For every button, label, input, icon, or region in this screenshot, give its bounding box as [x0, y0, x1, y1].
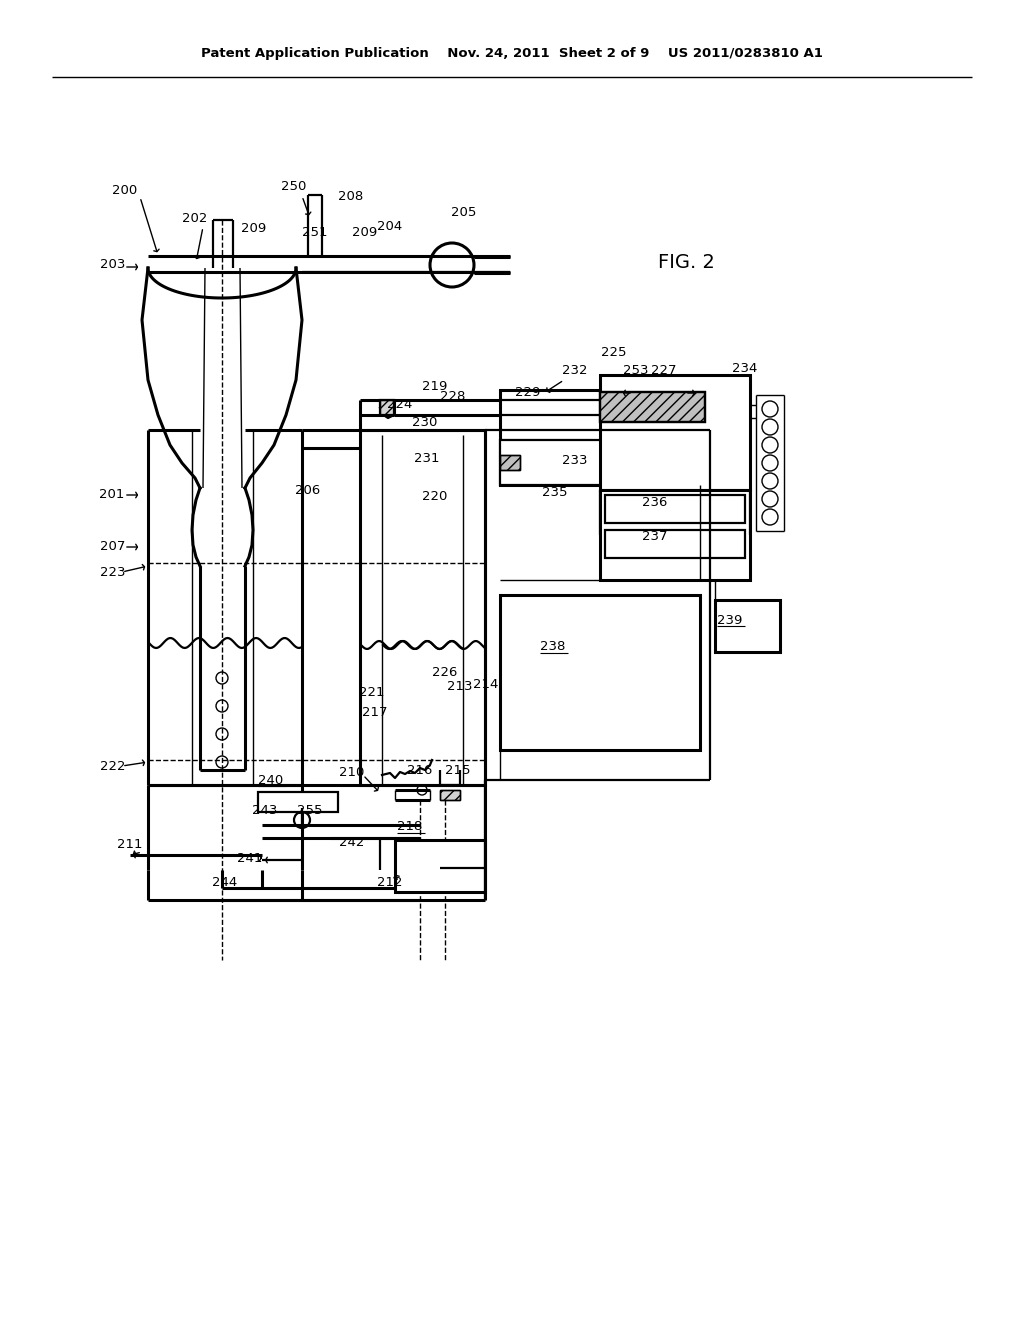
Text: 210: 210 [339, 767, 365, 780]
Text: 200: 200 [113, 183, 137, 197]
Bar [605, 531, 745, 558]
Text: 213: 213 [447, 680, 473, 693]
Text: 216: 216 [408, 763, 433, 776]
Text: 229: 229 [515, 387, 541, 400]
Bar [500, 455, 520, 470]
Bar [440, 789, 460, 800]
Text: 215: 215 [445, 763, 471, 776]
Text: 211: 211 [118, 838, 142, 851]
Bar [600, 392, 705, 422]
Text: 205: 205 [452, 206, 477, 219]
Text: 237: 237 [642, 531, 668, 544]
Text: 243: 243 [252, 804, 278, 817]
Text: 217: 217 [362, 705, 388, 718]
Text: Patent Application Publication    Nov. 24, 2011  Sheet 2 of 9    US 2011/0283810: Patent Application Publication Nov. 24, … [201, 48, 823, 61]
Text: 233: 233 [562, 454, 588, 466]
Text: 202: 202 [182, 211, 208, 224]
Text: 235: 235 [543, 486, 567, 499]
Text: 251: 251 [302, 226, 328, 239]
Bar [605, 495, 745, 523]
Text: 204: 204 [378, 219, 402, 232]
Text: 218: 218 [397, 821, 422, 833]
Text: 231: 231 [415, 451, 439, 465]
Text: 255: 255 [297, 804, 323, 817]
Text: 220: 220 [422, 490, 447, 503]
Text: 221: 221 [359, 685, 385, 698]
Bar [600, 490, 750, 579]
Text: 250: 250 [282, 181, 306, 194]
Text: 239: 239 [717, 614, 742, 627]
Text: 219: 219 [422, 380, 447, 392]
Text: 207: 207 [100, 540, 126, 553]
Bar [395, 840, 485, 892]
Bar [600, 392, 705, 422]
Text: 228: 228 [440, 391, 466, 404]
Bar [380, 400, 394, 414]
Text: 234: 234 [732, 363, 758, 375]
Text: 236: 236 [642, 495, 668, 508]
Bar [500, 455, 520, 470]
Bar [380, 400, 394, 414]
Text: 225: 225 [601, 346, 627, 359]
Text: 244: 244 [212, 875, 238, 888]
Text: 230: 230 [413, 416, 437, 429]
Text: 209: 209 [242, 222, 266, 235]
Text: 240: 240 [258, 774, 284, 787]
Text: 206: 206 [295, 483, 321, 496]
Text: 203: 203 [100, 259, 126, 272]
Bar [440, 789, 460, 800]
Bar [500, 595, 700, 750]
Text: 242: 242 [339, 836, 365, 849]
Bar [715, 601, 780, 652]
Text: 212: 212 [377, 875, 402, 888]
Text: 222: 222 [100, 759, 126, 772]
Text: 226: 226 [432, 665, 458, 678]
Text: 253: 253 [624, 363, 649, 376]
Circle shape [294, 812, 310, 828]
Text: 238: 238 [540, 640, 565, 653]
Bar [600, 375, 750, 490]
Bar [500, 389, 705, 484]
Text: 241: 241 [238, 851, 263, 865]
Bar [258, 792, 338, 812]
Text: 208: 208 [338, 190, 364, 203]
Bar [500, 440, 705, 484]
Text: 224: 224 [387, 397, 413, 411]
Text: 223: 223 [100, 565, 126, 578]
Bar [360, 430, 485, 785]
Text: 201: 201 [99, 488, 125, 502]
Text: 227: 227 [651, 363, 677, 376]
Text: FIG. 2: FIG. 2 [657, 253, 715, 272]
Text: 214: 214 [473, 678, 499, 692]
Text: 232: 232 [562, 363, 588, 376]
Text: 209: 209 [352, 226, 378, 239]
